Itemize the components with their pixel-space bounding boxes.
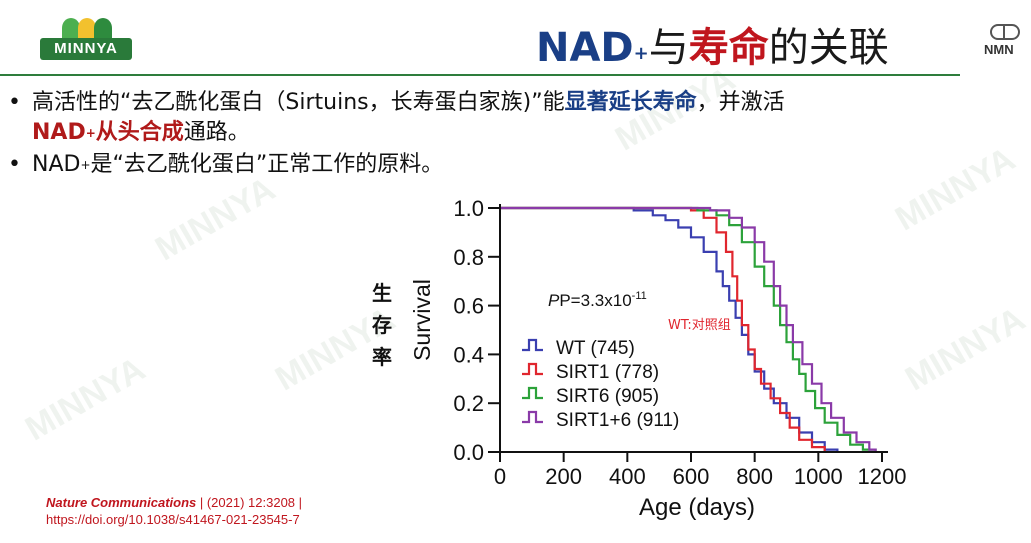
bullet-2-nad: NAD <box>32 152 81 177</box>
citation-volume: | (2021) 12:3208 | <box>196 495 303 510</box>
title-sup: + <box>633 43 649 64</box>
y-tick-label: 0.4 <box>453 342 484 367</box>
chart-axes: 0.0 0.2 0.4 0.6 0.8 1.0 0 200 400 600 800 1000 1200 <box>453 196 906 489</box>
legend-label: SIRT1 (778) <box>556 362 659 383</box>
bullet-1-nad: NAD <box>32 120 86 145</box>
title-relation: 的关联 <box>768 25 889 71</box>
bullet-dot: • <box>8 90 21 115</box>
chart-series-group <box>500 206 877 452</box>
nmn-text: NMN <box>984 42 1014 57</box>
chart-legend: WT (745) SIRT1 (778) SIRT6 (905) SIRT1+6 (9… <box>522 338 679 431</box>
citation-doi[interactable]: https://doi.org/10.1038/s41467-021-23545… <box>46 512 300 527</box>
y-axis-label-cn-3: 率 <box>372 345 392 369</box>
p-value-annotation: PP=3.3x10-11 <box>548 290 647 310</box>
minnya-logo: MINNYA <box>40 16 132 62</box>
bullet-1-nad-sup: + <box>85 126 96 140</box>
x-tick-label: 800 <box>736 464 773 489</box>
title-lifespan: 寿命 <box>688 25 769 71</box>
y-axis-label: Survival <box>409 279 435 361</box>
bullet-dot: • <box>8 152 21 177</box>
page-title: NAD+与寿命的关联 <box>536 24 889 72</box>
citation-journal: Nature Communications <box>46 495 197 510</box>
legend-swatch <box>522 386 543 400</box>
legend-label: SIRT1+6 (911) <box>556 410 679 431</box>
control-note: WT:对照组 <box>668 318 731 333</box>
legend-swatch <box>522 338 543 352</box>
citation-line-1: Nature Communications | (2021) 12:3208 | <box>46 494 302 511</box>
bullet-1-pathway: 通路。 <box>183 120 250 145</box>
bullet-1-line-2: NAD+从头合成通路。 <box>32 118 250 148</box>
x-tick-label: 200 <box>545 464 582 489</box>
y-tick-label: 1.0 <box>453 196 484 221</box>
x-tick-label: 600 <box>673 464 710 489</box>
legend-swatch <box>522 410 543 424</box>
legend-label: SIRT6 (905) <box>556 386 659 407</box>
leaf-icon <box>78 18 96 38</box>
capsule-divider <box>1003 24 1005 40</box>
series-line-sirt1 <box>500 206 826 452</box>
y-axis-label-cn-2: 存 <box>372 313 392 337</box>
title-nad: NAD <box>536 25 634 71</box>
leaf-icon <box>94 18 112 38</box>
bullet-2-nad-sup: + <box>80 158 91 172</box>
nmn-badge: NMN <box>984 24 1024 68</box>
y-tick-label: 0.0 <box>453 440 484 465</box>
y-axis-label-cn-1: 生 <box>372 281 392 305</box>
bullet-1-text-a: 高活性的“去乙酰化蛋白（Sirtuins，长寿蛋白家族)”能 <box>32 90 565 115</box>
p-value-text: P=3.3x10 <box>559 291 631 310</box>
bullet-1-denovo: 从头合成 <box>95 120 184 145</box>
y-tick-label: 0.2 <box>453 391 484 416</box>
legend-swatch <box>522 362 543 376</box>
x-axis-label: Age (days) <box>639 494 755 521</box>
y-tick-label: 0.6 <box>453 294 484 319</box>
x-tick-label: 1200 <box>858 464 907 489</box>
series-line-sirt1-plus-6 <box>500 206 877 452</box>
bullet-2: NAD+是“去乙酰化蛋白”正常工作的原料。 <box>32 150 443 180</box>
bullet-1-highlight: 显著延长寿命 <box>564 90 697 115</box>
x-tick-label: 0 <box>494 464 506 489</box>
p-value-exp: -11 <box>632 290 647 302</box>
series-line-wt <box>500 206 839 452</box>
bullet-2-text: 是“去乙酰化蛋白”正常工作的原料。 <box>90 152 444 177</box>
capsule-icon <box>990 24 1020 40</box>
leaf-icon <box>62 18 80 38</box>
legend-label: WT (745) <box>556 338 635 359</box>
x-tick-label: 400 <box>609 464 646 489</box>
x-tick-label: 1000 <box>794 464 843 489</box>
title-and: 与 <box>648 25 689 71</box>
bullet-1-text-c: ，并激活 <box>696 90 785 115</box>
title-divider <box>0 74 960 76</box>
citation: Nature Communications | (2021) 12:3208 |… <box>46 494 302 528</box>
bullet-1: 高活性的“去乙酰化蛋白（Sirtuins，长寿蛋白家族)”能显著延长寿命，并激活 <box>32 88 785 118</box>
y-tick-label: 0.8 <box>453 245 484 270</box>
logo-text: MINNYA <box>40 38 132 60</box>
